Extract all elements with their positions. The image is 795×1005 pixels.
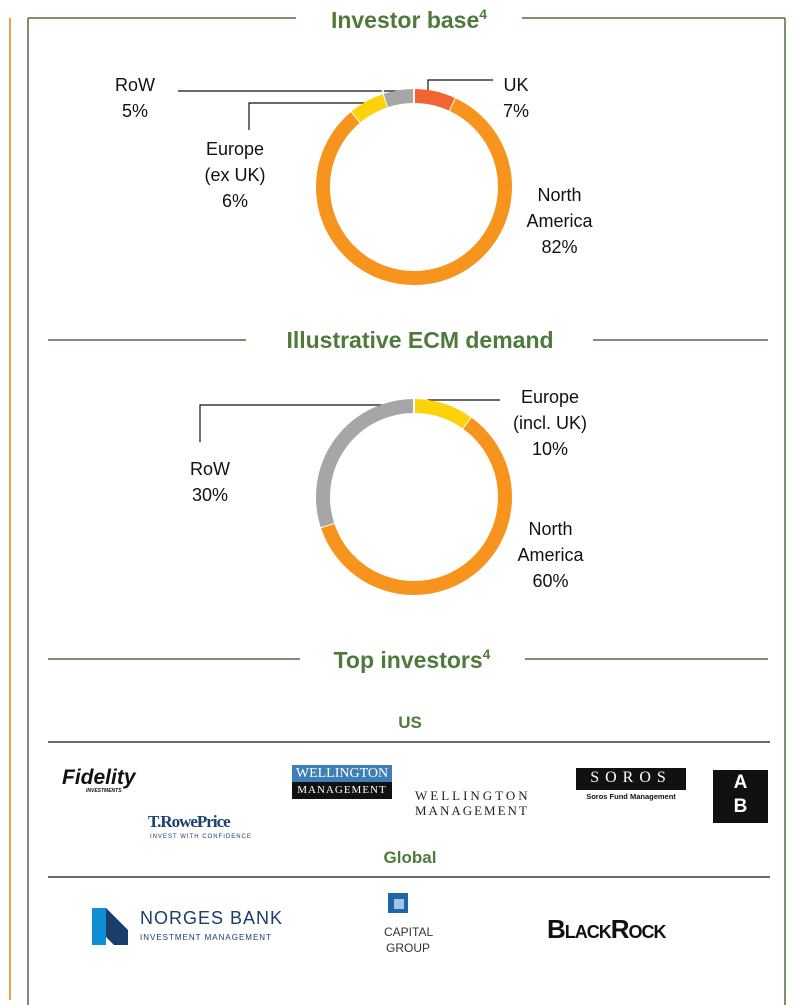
label: Europe (ex UK) 6% [195,136,275,214]
logo: NORGES BANK [140,908,284,928]
category: North America [526,185,593,231]
category: RoW [115,75,155,95]
title: Top investors [334,647,483,673]
donut-segment [413,399,472,430]
value-label: 6% [221,191,248,211]
logo-box [713,770,768,823]
logo: BlackRock [547,914,667,944]
section-title: Illustrative ECM demand [286,327,553,353]
frame [27,17,786,1005]
label: North America 60% [508,516,593,594]
label: North America 82% [517,182,602,260]
logo: CAPITAL [384,925,434,939]
label: RoW 30% [155,456,265,508]
footnote: 4 [483,646,491,662]
logo: MANAGEMENT [297,784,387,796]
donut-segment [320,417,512,595]
group-title: US [398,713,422,732]
donut-segment [316,399,415,528]
logo-box [292,782,392,799]
logo: INVESTMENT MANAGEMENT [140,933,272,942]
category: Europe (incl. UK) [512,387,587,433]
donut-segment [351,93,389,123]
label: RoW 5% [80,72,190,124]
value-label: 5% [121,101,148,121]
value-label: 60% [532,571,569,591]
category: UK [503,75,529,95]
value-label: 82% [541,237,578,257]
leader-lines [178,79,500,442]
value-label: 30% [191,485,229,505]
logo: Soros Fund Management [586,792,676,801]
logo: Fidelity [62,766,136,789]
title: Investor base [331,7,479,33]
value-label: 7% [502,101,529,121]
logo: WELLINGTON [295,766,389,781]
section-title: Top investors4 [334,646,491,673]
logo: INVEST WITH CONFIDENCE [150,834,252,840]
value-label: 10% [531,439,569,459]
label: UK 7% [461,72,571,124]
group-title: Global [384,848,437,867]
section-title: Investor base4 [331,6,487,33]
logo: WELLINGTON [415,788,531,803]
logo: MANAGEMENT [415,803,529,818]
donut-segment [383,89,415,108]
logo-box [292,765,392,782]
rule [48,741,770,878]
footnote: 4 [479,6,487,22]
label: Europe (incl. UK) 10% [500,384,600,462]
category: Europe (ex UK) [204,139,266,185]
category: North America [517,519,584,565]
logo: B [733,796,748,817]
logo: SOROS [590,769,672,786]
logo: GROUP [386,941,431,955]
logo-box [576,768,686,790]
category: RoW [190,459,230,479]
logo: A [733,772,748,793]
logo: T.RowePrice [148,812,231,831]
norges-icon [92,908,106,945]
donut-segment [413,89,456,112]
capital-icon [394,899,404,909]
donut-segment [316,98,512,285]
logo: INVESTMENTS [86,788,122,794]
